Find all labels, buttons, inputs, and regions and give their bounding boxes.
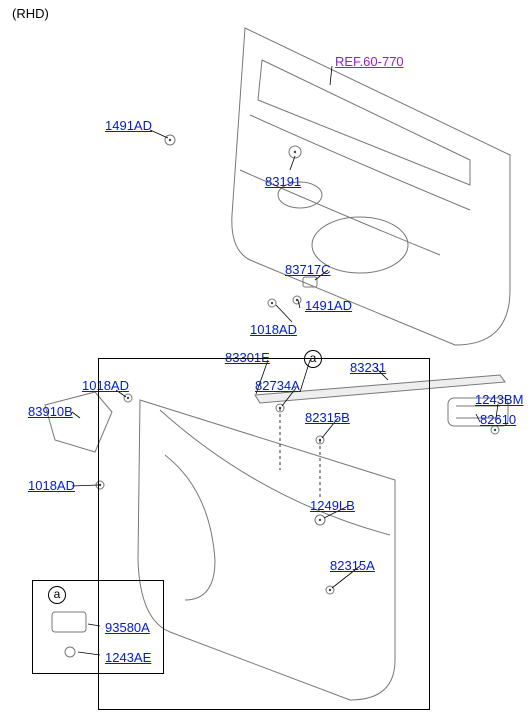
callout-ref[interactable]: REF.60-770: [335, 54, 404, 69]
callout-l1491a[interactable]: 1491AD: [105, 118, 152, 133]
callout-l1243bm[interactable]: 1243BM: [475, 392, 523, 407]
callout-l82610[interactable]: 82610: [480, 412, 516, 427]
callout-l1018c[interactable]: 1018AD: [28, 478, 75, 493]
callout-l1018a[interactable]: 1018AD: [250, 322, 297, 337]
callout-l83191[interactable]: 83191: [265, 174, 301, 189]
callout-l83717c[interactable]: 83717C: [285, 262, 331, 277]
diagram-canvas: (RHD) REF.60-770 1491AD 83191 83717C 1491AD 10…: [0, 0, 532, 727]
group-box-inset: [32, 580, 164, 674]
callout-header: (RHD): [12, 6, 49, 21]
callout-l83910b[interactable]: 83910B: [28, 404, 73, 419]
callout-l1491b[interactable]: 1491AD: [305, 298, 352, 313]
